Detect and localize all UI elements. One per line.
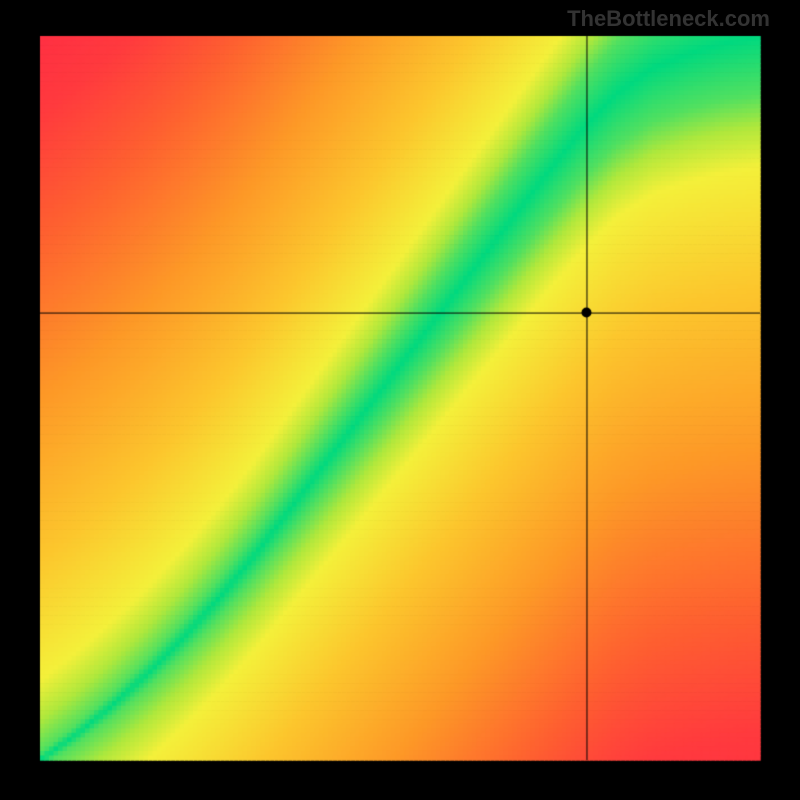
chart-container: { "watermark": { "text": "TheBottleneck.…: [0, 0, 800, 800]
watermark-text: TheBottleneck.com: [567, 6, 770, 32]
bottleneck-heatmap: [0, 0, 800, 800]
